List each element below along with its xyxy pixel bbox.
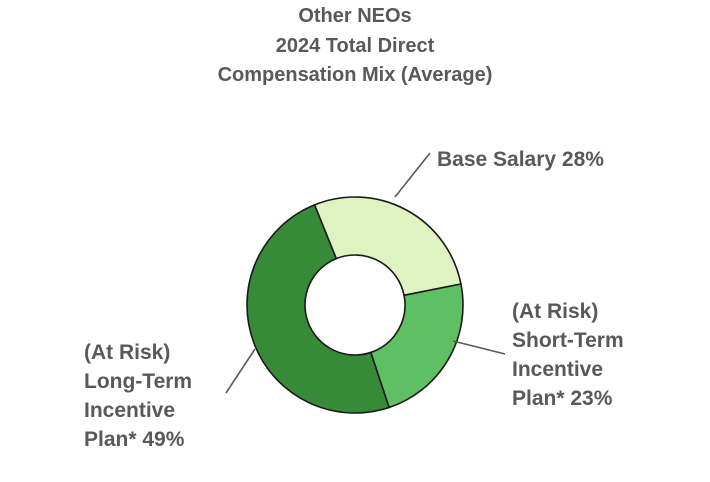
- slice-label-base-salary: Base Salary 28%: [437, 148, 604, 171]
- slice-base-salary: [313, 196, 462, 297]
- slice-label-line: Plan* 49%: [84, 428, 185, 451]
- leader-line-long-term-incentive: [225, 348, 256, 394]
- leader-line-base-salary: [394, 152, 431, 198]
- leader-lines: [225, 152, 506, 394]
- slice-label-line: Short-Term: [512, 329, 624, 352]
- donut-slices: [246, 196, 464, 414]
- slice-label-line: Long-Term: [84, 370, 192, 393]
- slice-short-term-incentive: [369, 283, 464, 409]
- chart-title-line-1: Other NEOs: [298, 5, 411, 27]
- slice-label-line: (At Risk): [512, 300, 598, 323]
- leader-line-short-term-incentive: [452, 340, 506, 355]
- slice-long-term-incentive: [246, 203, 391, 414]
- chart-title-line-2: 2024 Total Direct: [276, 35, 435, 57]
- slice-label-line: (At Risk): [84, 341, 170, 364]
- chart-title-line-3: Compensation Mix (Average): [218, 64, 493, 86]
- slice-label-long-term-incentive: (At Risk) Long-Term Incentive Plan* 49%: [84, 341, 192, 451]
- slice-label-line: Base Salary 28%: [437, 148, 604, 171]
- slice-label-line: Incentive: [84, 399, 175, 422]
- slice-labels: Base Salary 28% (At Risk) Short-Term Incent…: [84, 148, 624, 451]
- slice-label-short-term-incentive: (At Risk) Short-Term Incentive Plan* 23%: [512, 300, 624, 410]
- slice-label-line: Incentive: [512, 358, 603, 381]
- chart-title: Other NEOs 2024 Total Direct Compensatio…: [218, 5, 493, 86]
- slice-label-line: Plan* 23%: [512, 387, 613, 410]
